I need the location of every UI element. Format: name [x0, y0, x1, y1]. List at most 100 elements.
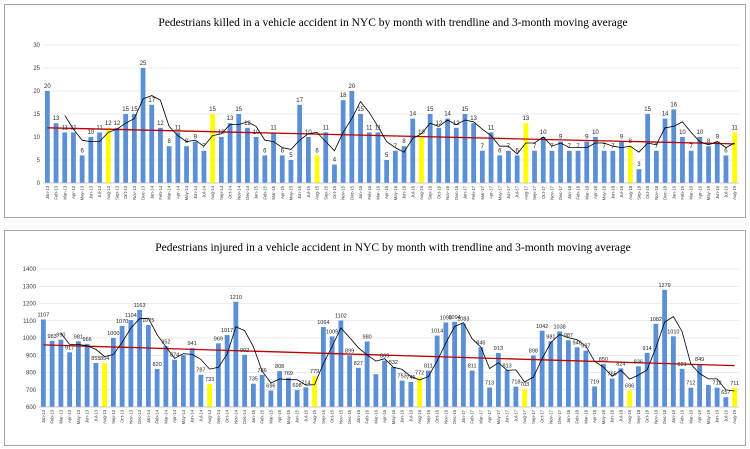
data-label: 10 — [88, 130, 95, 136]
x-tick-label: Aug-13 — [102, 409, 107, 423]
bar — [506, 150, 511, 183]
bar — [592, 386, 598, 407]
data-label: 4 — [333, 158, 337, 164]
x-tick-label: Jun-17 — [505, 409, 510, 423]
x-tick-label: Jan-13 — [41, 409, 46, 423]
bar — [670, 336, 676, 407]
bar — [645, 114, 651, 183]
chart-injured: Pedestrians injured in a vehicle acciden… — [23, 242, 739, 424]
data-label: 25 — [140, 61, 147, 67]
data-label: 11 — [62, 125, 69, 131]
x-tick-label: Jun-15 — [297, 185, 302, 199]
bar — [419, 137, 424, 183]
bar — [277, 371, 283, 407]
data-label: 7 — [602, 144, 606, 150]
data-label: 12 — [436, 121, 443, 127]
x-tick-label: Dec-17 — [557, 409, 562, 423]
data-label: 898 — [529, 349, 538, 355]
bar — [600, 363, 606, 407]
x-tick-label: Dec-14 — [242, 409, 247, 423]
bar — [706, 146, 711, 183]
data-label: 9 — [716, 135, 720, 141]
data-label: 8 — [707, 139, 711, 145]
data-label: 1210 — [230, 295, 242, 301]
trendline — [43, 344, 735, 367]
bar — [192, 141, 198, 183]
moving-average-line — [64, 95, 735, 155]
bar — [79, 155, 85, 183]
x-tick-label: Dec-16 — [454, 185, 459, 199]
bar — [583, 350, 589, 407]
x-tick-label: Mar-19 — [688, 409, 693, 423]
x-tick-label: Aug-15 — [312, 409, 317, 423]
data-label: 713 — [485, 381, 494, 387]
bar — [201, 150, 207, 183]
bar — [149, 104, 155, 183]
x-tick-label: Jul-19 — [723, 409, 728, 421]
bar — [384, 160, 390, 183]
bar — [259, 374, 265, 407]
x-tick-label: Feb-19 — [680, 185, 685, 199]
bar — [102, 363, 108, 407]
data-label: 769 — [284, 371, 293, 377]
data-label: 711 — [730, 381, 739, 387]
bar — [425, 370, 431, 407]
bar — [462, 114, 468, 183]
x-tick-label: Feb-19 — [680, 409, 685, 423]
data-label: 11 — [70, 125, 77, 131]
y-tick-label: 1100 — [23, 319, 37, 325]
bar — [110, 338, 116, 407]
data-label: 13 — [470, 116, 477, 122]
x-tick-label: Oct-18 — [645, 409, 650, 423]
x-tick-label: Sep-13 — [111, 409, 116, 423]
x-tick-label: Feb-18 — [576, 185, 581, 199]
data-label: 7 — [550, 144, 554, 150]
bar — [557, 331, 563, 407]
y-tick-label: 800 — [26, 371, 37, 377]
bar — [262, 155, 268, 183]
data-label: 855 — [91, 356, 100, 362]
bar — [522, 389, 528, 407]
bar — [401, 146, 407, 183]
data-label: 813 — [503, 363, 512, 369]
data-label: 10 — [679, 130, 686, 136]
data-label: 733 — [205, 377, 214, 383]
chart-killed: Pedestrians killed in a vehicle accident… — [33, 17, 739, 200]
bar — [714, 141, 720, 183]
data-label: 7 — [611, 144, 615, 150]
bar — [688, 150, 694, 183]
bar — [154, 369, 160, 407]
x-tick-label: Feb-14 — [158, 185, 163, 199]
bar — [584, 141, 590, 183]
bar — [574, 347, 580, 407]
x-tick-label: Nov-15 — [341, 185, 346, 199]
bar — [84, 343, 90, 407]
bar — [487, 387, 493, 407]
data-label: 8 — [402, 139, 406, 145]
bar — [732, 387, 738, 407]
x-tick-label: Jul-17 — [513, 409, 518, 421]
data-label: 983 — [48, 334, 57, 340]
data-label: 15 — [209, 107, 216, 113]
data-label: 1075 — [142, 318, 154, 324]
y-tick-label: 25 — [33, 66, 40, 72]
bar — [443, 322, 449, 407]
data-label: 10 — [253, 130, 260, 136]
bar — [349, 91, 355, 183]
x-tick-label: Aug-17 — [523, 185, 528, 199]
x-tick-label: Apr-19 — [697, 185, 702, 199]
x-tick-label: Dec-13 — [141, 185, 146, 199]
data-label: 696 — [625, 383, 634, 389]
moving-average-line — [60, 316, 735, 392]
x-tick-label: Sep-17 — [531, 409, 536, 423]
bar — [434, 335, 440, 407]
x-tick-label: Apr-18 — [592, 409, 597, 423]
y-tick-label: 1000 — [23, 336, 37, 342]
data-label: 11 — [96, 125, 103, 131]
bar — [566, 150, 572, 183]
data-label: 854 — [100, 356, 109, 362]
x-tick-label: Apr-16 — [382, 409, 387, 423]
bar — [198, 374, 204, 407]
x-tick-label: Jun-13 — [85, 409, 90, 423]
bar — [242, 354, 248, 407]
